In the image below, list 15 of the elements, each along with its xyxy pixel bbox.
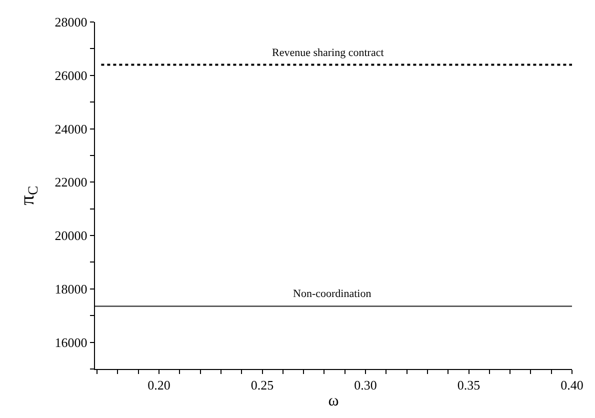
x-tick-label: 0.40 <box>560 378 584 393</box>
x-tick-label: 0.25 <box>250 378 274 393</box>
y-tick-label: 18000 <box>54 281 88 296</box>
annotation: Revenue sharing contract <box>272 47 384 59</box>
y-tick-label: 26000 <box>54 68 88 83</box>
y-tick-label: 22000 <box>54 174 88 190</box>
y-tick-label: 20000 <box>54 228 88 244</box>
annotation: Non-coordination <box>293 288 372 300</box>
y-tick-label: 24000 <box>54 121 88 136</box>
x-axis-title: ω <box>328 392 339 410</box>
x-tick-label: 0.20 <box>148 378 170 393</box>
x-tick-label: 0.35 <box>457 378 480 393</box>
y-tick-label: 16000 <box>54 334 88 350</box>
x-tick-label: 0.30 <box>354 378 377 393</box>
y-tick-label: 28000 <box>54 14 88 30</box>
